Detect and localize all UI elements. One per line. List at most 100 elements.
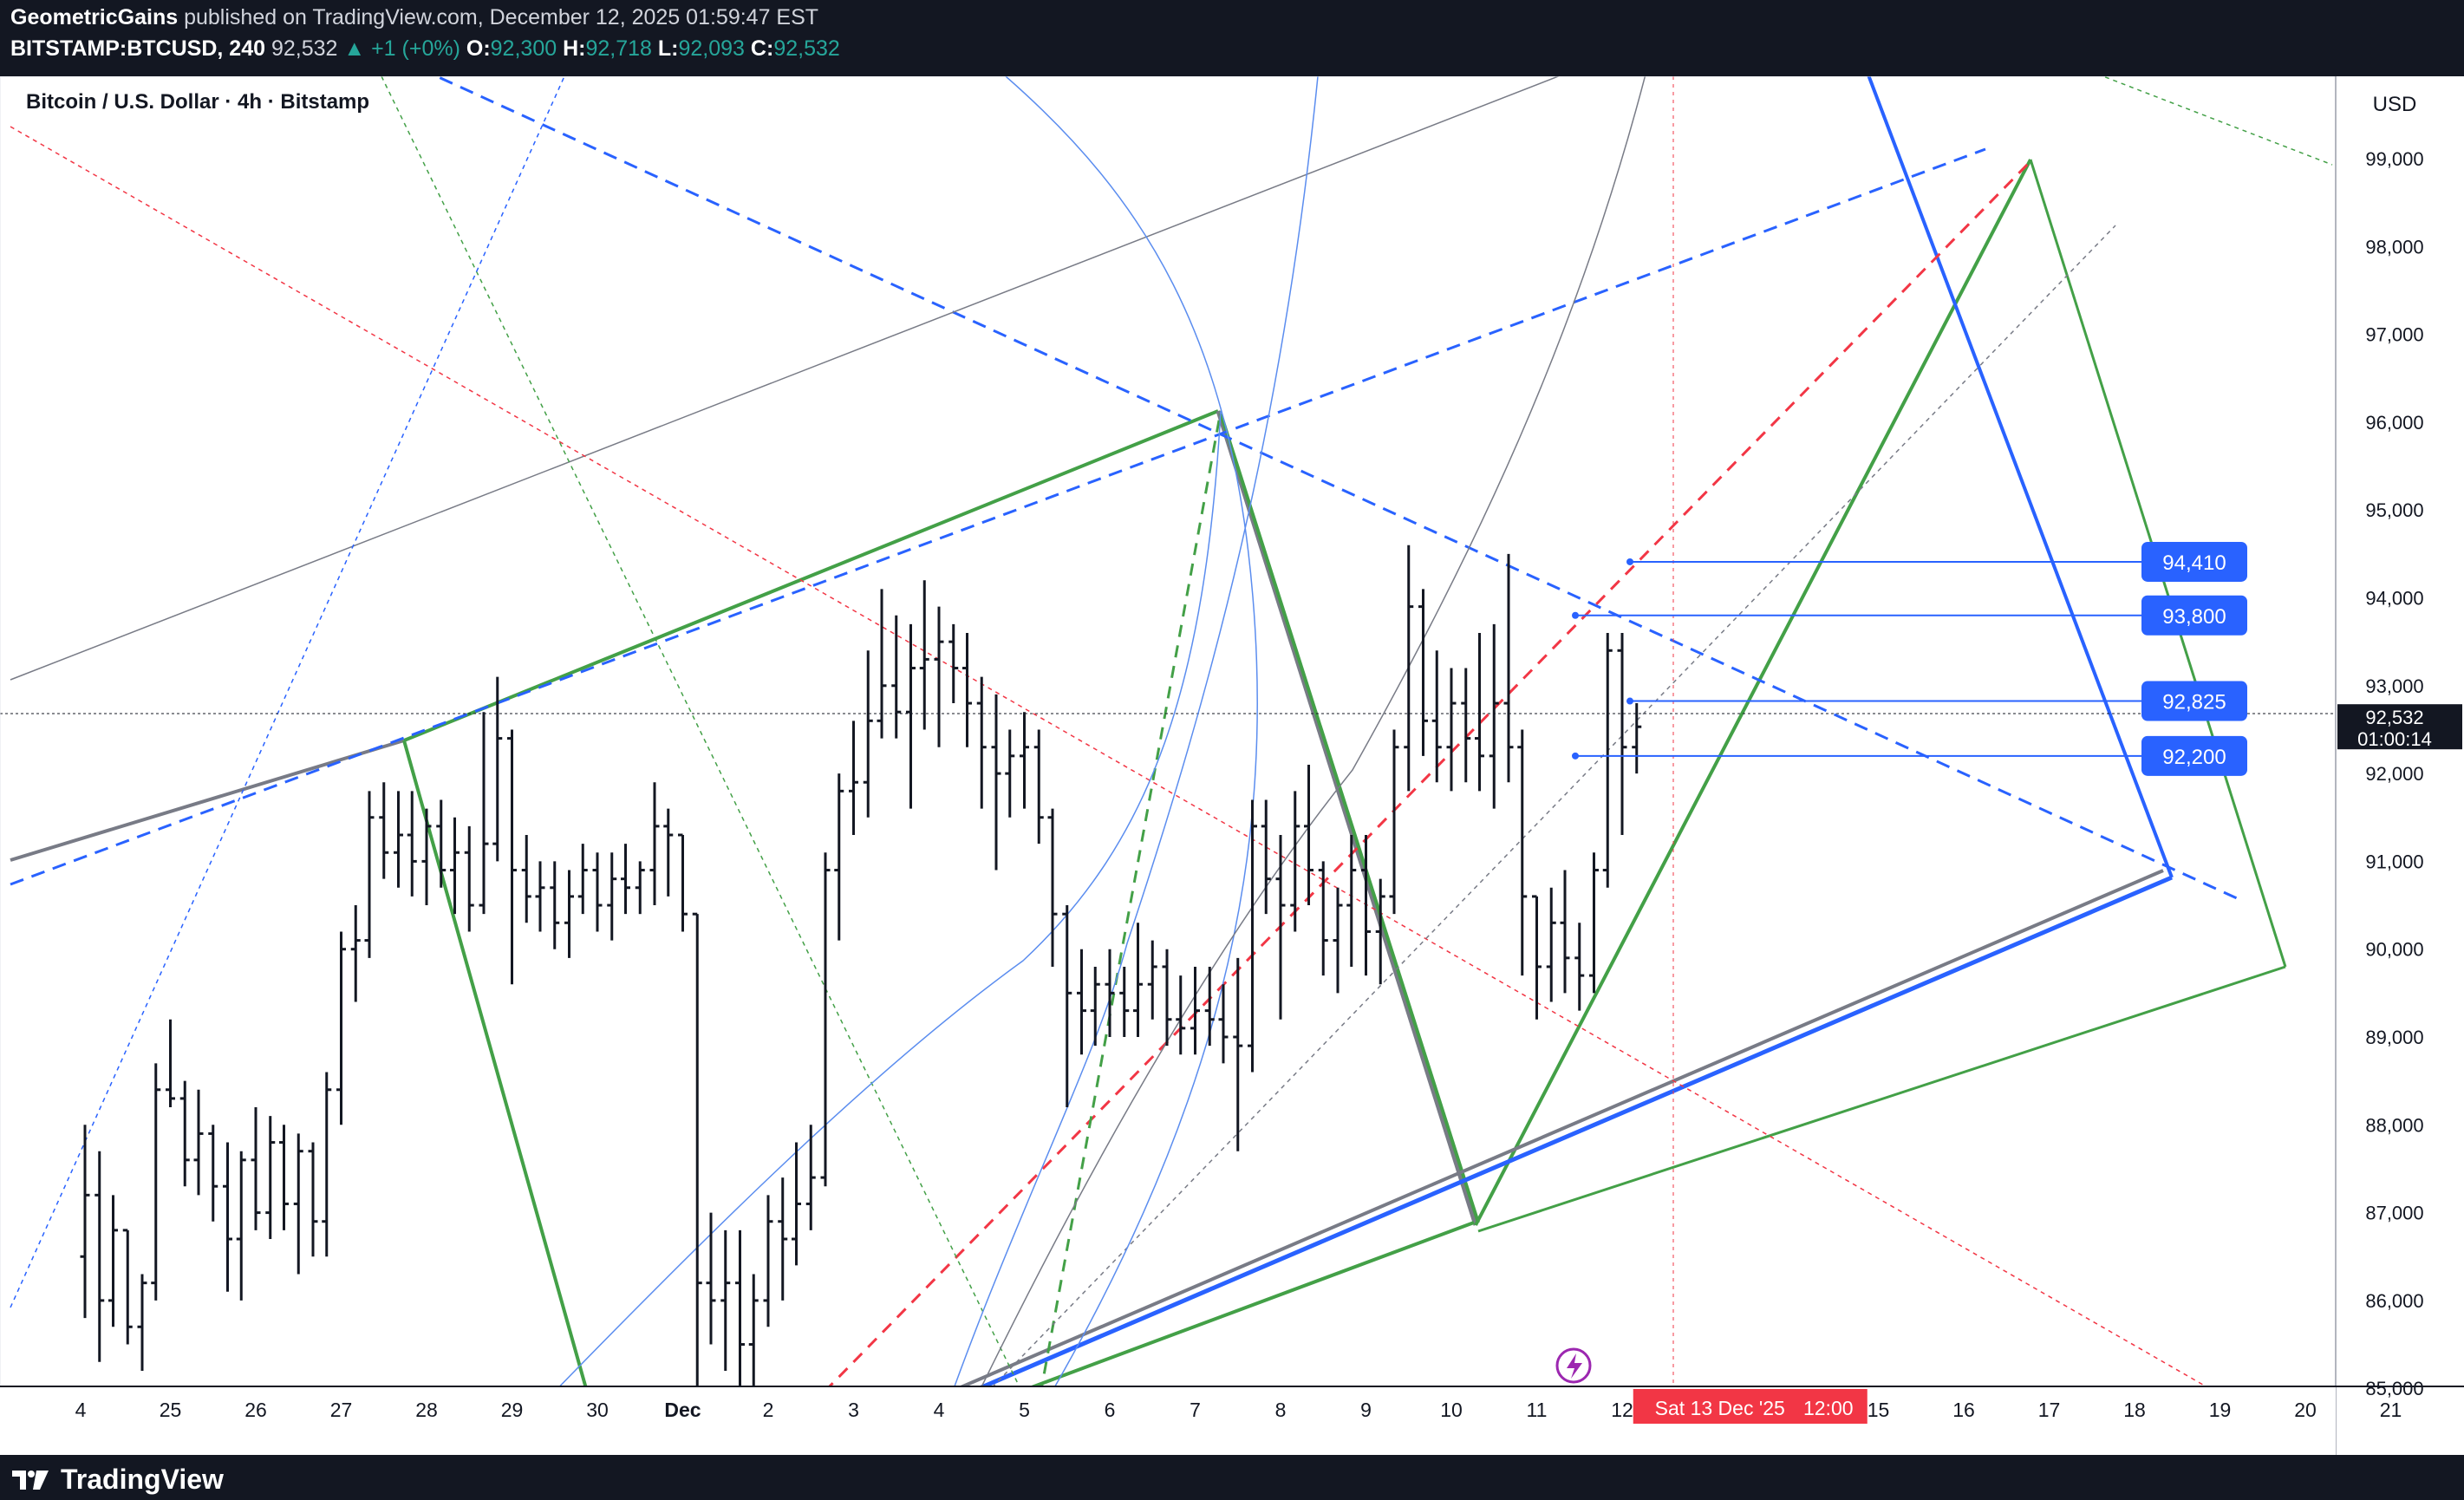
ohlc-bar: [1588, 852, 1599, 994]
ohlc-bar: [763, 1195, 773, 1327]
author-name[interactable]: GeometricGains: [10, 5, 179, 29]
y-tick-label: 93,000: [2365, 675, 2423, 697]
y-tick-label: 92,000: [2365, 763, 2423, 785]
ohlc-bar: [364, 791, 375, 958]
ohlc-bar: [592, 852, 603, 932]
channel-line: [402, 740, 588, 1386]
change-value: ▲ +1 (+0%): [343, 36, 460, 61]
chart-pane[interactable]: 94,410 93,800 92,825 92,200 USD 85,000 86,000…: [0, 76, 2464, 1455]
price-level-tag: [2141, 541, 2247, 582]
ohlc-bar: [1304, 764, 1314, 906]
ohlc-bar: [1076, 949, 1086, 1055]
dashed-line: [433, 76, 2238, 900]
dashed-line: [827, 161, 2031, 1386]
last-value: 92,532: [271, 36, 338, 61]
x-tick-label: 16: [1952, 1399, 1975, 1421]
arc-line: [981, 76, 1646, 1386]
ohlc-bar: [1190, 966, 1200, 1055]
ohlc-bar: [919, 580, 929, 730]
x-tick-label: 7: [1190, 1399, 1201, 1421]
ohlc-bar: [1176, 975, 1186, 1055]
ohlc-bar: [905, 623, 916, 809]
ohlc-bar: [350, 905, 361, 1002]
price-level-tag: [2141, 595, 2247, 636]
channel-line: [403, 409, 1219, 742]
ohlc-bar: [820, 852, 831, 1187]
ohlc-bar: [108, 1195, 119, 1327]
ohlc-bar: [564, 870, 574, 958]
ohlc-bar: [251, 1107, 261, 1230]
ohlc-bar: [1546, 887, 1556, 1002]
price-chart[interactable]: 94,410 93,800 92,825 92,200 USD 85,000 86,000…: [0, 76, 2464, 1455]
y-tick-label: 87,000: [2365, 1203, 2423, 1224]
ohlc-bar: [1574, 923, 1585, 1011]
countdown-label: 01:00:14: [2357, 728, 2432, 750]
ohlc-bar: [1446, 668, 1457, 792]
y-tick-label: 91,000: [2365, 851, 2423, 872]
channel-line: [1216, 410, 1478, 1226]
ohlc-bar: [1047, 808, 1058, 967]
ohlc-bar: [1489, 623, 1499, 809]
ohlc-bar: [962, 633, 973, 747]
x-tick-label: 29: [501, 1399, 524, 1421]
axes-layer: USD 85,000 86,000 87,000 88,000 89,000 90,000 9…: [0, 76, 2464, 1455]
channel-line: [958, 869, 2164, 1386]
symbol-label[interactable]: BITSTAMP:BTCUSD, 240: [10, 36, 266, 61]
last-price-tag: [2337, 704, 2462, 750]
replay-icon-ring: [1555, 1347, 1592, 1384]
ohlc-bar: [1119, 966, 1130, 1037]
drawing-layer: [0, 76, 2336, 1386]
x-tick-label: 25: [160, 1399, 182, 1421]
ohlc-bar: [1275, 835, 1286, 1020]
trend-line: [10, 76, 1561, 681]
ohlc-bar: [678, 833, 688, 932]
y-tick-label: 86,000: [2365, 1290, 2423, 1312]
tradingview-logo[interactable]: TradingView: [10, 1464, 224, 1496]
ohlc-bar: [1632, 703, 1642, 774]
ohlc-bar: [1261, 799, 1271, 915]
x-tick-label: Dec: [664, 1399, 701, 1421]
price-level-anchor: [1572, 611, 1579, 619]
y-tick-label: 99,000: [2365, 148, 2423, 170]
ohlc-bar: [336, 931, 346, 1125]
channel-line: [1477, 965, 2286, 1233]
ohlc-bar: [95, 1151, 105, 1362]
low-label: L:: [657, 36, 679, 61]
ohlc-bar: [521, 835, 531, 923]
channel-line: [1028, 1221, 1475, 1386]
x-tick-label: 12: [1611, 1399, 1633, 1421]
ohlc-bar: [450, 817, 460, 915]
ohlc-bar: [550, 861, 560, 949]
arc-line: [954, 76, 1319, 1386]
ohlc-bar: [1418, 589, 1428, 756]
ohlc-bar: [1162, 949, 1172, 1047]
crosshair-date-label: Sat 13 Dec '25: [1655, 1397, 1785, 1419]
x-tick-label: 26: [244, 1399, 267, 1421]
x-tick-label: 20: [2294, 1399, 2317, 1421]
x-tick-label: 4: [934, 1399, 945, 1421]
ohlc-bar: [934, 606, 944, 747]
x-tick-label: 6: [1105, 1399, 1116, 1421]
ohlc-bar: [1503, 553, 1514, 783]
ohlc-bar: [1602, 633, 1613, 888]
dotted-line: [10, 76, 565, 1308]
replay-icon-bolt: [1567, 1353, 1582, 1379]
ohlc-bar: [1133, 923, 1144, 1037]
x-tick-label: 5: [1019, 1399, 1030, 1421]
ohlc-bar: [1333, 887, 1343, 994]
ohlc-bar: [279, 1125, 290, 1230]
ohlc-bar: [1475, 633, 1485, 792]
ohlc-bar: [805, 1125, 816, 1230]
arc-line: [558, 410, 1222, 1386]
ohlc-bar: [265, 1116, 276, 1239]
y-tick-label: 89,000: [2365, 1027, 2423, 1048]
tradingview-logo-icon: [12, 1470, 49, 1490]
x-tick-label: 30: [586, 1399, 609, 1421]
ohlc-bar: [877, 589, 887, 739]
x-tick-label: 4: [75, 1399, 87, 1421]
ohlc-bar: [748, 1274, 759, 1386]
ohlc-bar: [891, 615, 902, 739]
ohlc-bar: [1020, 712, 1029, 809]
last-price-label: 92,532: [2365, 707, 2423, 728]
ohlc-bar: [379, 782, 389, 879]
